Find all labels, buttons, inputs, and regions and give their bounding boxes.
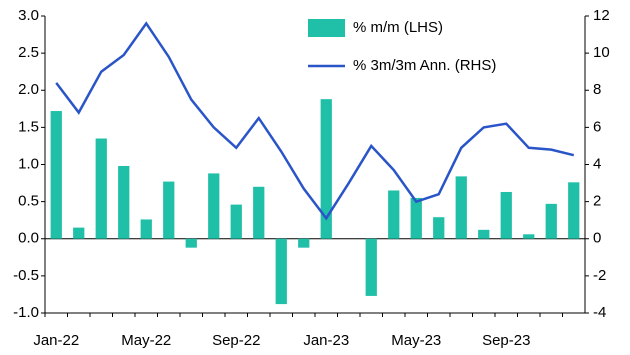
bar — [163, 181, 175, 239]
bar — [365, 238, 377, 296]
y-tick-label: 3.0 — [18, 7, 39, 24]
x-tick-label: Jan-23 — [303, 332, 349, 349]
x-tick-label: Sep-22 — [212, 332, 260, 349]
bar — [478, 229, 490, 239]
bar — [95, 138, 107, 239]
y2-tick-label: -2 — [593, 267, 606, 284]
bar — [118, 165, 130, 239]
y-tick-label: 1.5 — [18, 118, 39, 135]
bar — [275, 238, 287, 305]
bar — [388, 190, 400, 239]
y-tick-label: -0.5 — [13, 267, 39, 284]
bar — [298, 238, 310, 248]
legend-label: % 3m/3m Ann. (RHS) — [353, 57, 496, 74]
bar — [410, 197, 422, 239]
bar — [50, 111, 62, 239]
bar — [568, 182, 580, 239]
bar — [253, 186, 265, 239]
x-tick-label: May-23 — [391, 332, 441, 349]
y2-tick-label: 6 — [593, 118, 601, 135]
bar — [433, 217, 445, 239]
bar — [185, 238, 197, 248]
x-tick-label: Jan-22 — [33, 332, 79, 349]
line — [55, 21, 575, 221]
bar — [500, 191, 512, 239]
y2-tick-label: 4 — [593, 155, 601, 172]
bar — [208, 173, 220, 239]
y-tick-label: 0.5 — [18, 193, 39, 210]
x-tick-label: May-22 — [121, 332, 171, 349]
y-tick-label: -1.0 — [13, 304, 39, 321]
y2-tick-label: 2 — [593, 193, 601, 210]
legend-label: % m/m (LHS) — [353, 19, 443, 36]
y-tick-label: 2.5 — [18, 44, 39, 61]
legend-swatch — [308, 19, 345, 37]
bar — [320, 99, 332, 239]
bar — [523, 234, 535, 239]
x-tick-label: Sep-23 — [482, 332, 530, 349]
bar — [230, 204, 242, 239]
bar — [545, 203, 557, 239]
y-tick-label: 0.0 — [18, 230, 39, 247]
y2-tick-label: 0 — [593, 230, 601, 247]
y-tick-label: 2.0 — [18, 81, 39, 98]
y2-tick-label: 12 — [593, 7, 610, 24]
bar — [73, 227, 85, 239]
y-tick-label: 1.0 — [18, 155, 39, 172]
y2-tick-label: 10 — [593, 44, 610, 61]
bar — [140, 219, 152, 239]
bar — [455, 176, 467, 239]
y2-tick-label: -4 — [593, 304, 606, 321]
y2-tick-label: 8 — [593, 81, 601, 98]
